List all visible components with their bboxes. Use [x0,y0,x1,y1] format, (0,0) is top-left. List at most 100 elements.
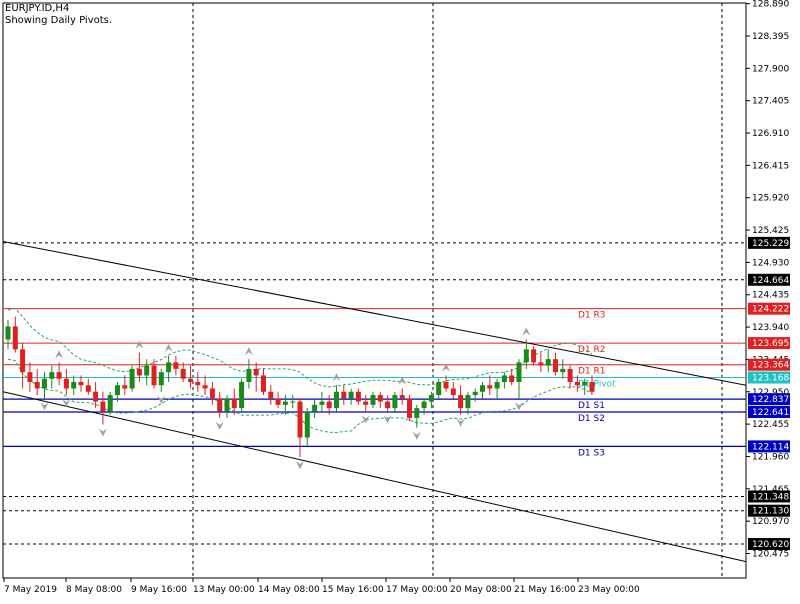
candle-body [297,401,303,438]
candle-body [100,401,106,412]
y-tick-label: 125.920 [752,194,789,204]
price-tag [748,337,790,350]
candle-body [20,349,26,373]
y-tick-label: 121.465 [752,485,789,495]
price-tag-label: 123.168 [752,374,789,384]
candle-body [166,362,172,373]
candle-body [202,385,208,389]
x-tick-label: 9 May 16:00 [131,585,187,595]
price-tag-label: 125.229 [752,239,789,249]
price-tags: 125.229 124.664 124.222 123.695 123.364 123.1… [748,236,790,551]
pivot-lines: D1 R3 D1 R2 D1 R1 D1 Pivot D1 S1 D1 S2 D1 S3 [3,308,746,458]
price-tag [748,273,790,286]
pivot-label: D1 S3 [578,448,605,458]
candle-body [334,391,339,409]
trend-line [2,241,747,386]
trend-line [2,391,747,563]
candle-body [56,372,62,379]
candle-body [63,378,69,389]
price-tag-label: 122.114 [752,442,789,452]
fractal-up-icon [55,350,64,359]
candle-body [136,368,142,376]
fractal-up-icon [522,327,531,336]
candle-body [188,378,193,382]
candle-body [224,398,230,412]
price-tag-label: 124.664 [752,276,789,286]
y-tick-label: 124.930 [752,258,789,268]
x-tick-label: 7 May 2019 [4,585,57,595]
pivot-label: D1 S1 [578,401,605,411]
candle-body [458,395,464,409]
envelope-upper [7,307,593,388]
pivot-label: D1 Pivot [578,380,616,390]
pivot-label: D1 R2 [578,345,606,355]
candle-body [341,391,347,399]
fractal-down-icon [40,402,49,411]
y-tick-label: 125.425 [752,226,789,236]
candle-body [246,368,252,382]
price-tag [748,393,790,406]
price-tag [748,371,790,384]
candle-body [231,398,237,409]
candle-body [5,326,11,340]
y-tick-label: 120.475 [752,549,789,559]
candle-body [268,391,274,399]
fractal-down-icon [157,395,166,404]
candle-body [209,388,215,399]
candle-body [377,395,383,402]
candle-body [363,401,369,405]
candle-body [27,372,33,382]
candle-body [538,362,544,366]
price-tag [748,440,790,453]
fractal-down-icon [412,431,421,440]
fractal-down-icon [62,399,71,408]
candle-body [290,401,296,403]
candle-body [589,381,595,392]
pivot-label: D1 R1 [578,367,606,377]
price-tag [748,490,790,503]
candle-body [545,359,551,366]
candle-body [370,395,376,405]
plot-frame [2,2,747,579]
candle-body [348,391,354,399]
candle-body [195,381,201,386]
fractal-up-icon [244,347,253,356]
y-tick-label: 128.890 [752,0,789,10]
price-tag-label: 123.364 [752,361,789,371]
candle-body [443,381,449,389]
candle-body [312,404,318,412]
y-tick-label: 127.900 [752,64,789,74]
candle-body [122,385,128,389]
price-tag-label: 121.348 [752,492,789,502]
candle-body [71,381,77,389]
candle-body [494,381,500,389]
candle-body [501,375,507,382]
y-tick-label: 122.950 [752,388,789,398]
candle-body [129,368,135,389]
x-tick-label: 17 May 00:00 [386,585,448,595]
pivot-label: D1 R3 [578,311,606,321]
fractal-down-icon [215,421,224,430]
fractals [40,327,531,470]
price-tag-label: 122.641 [752,408,789,418]
candle-body [574,381,580,386]
price-tag-label: 123.695 [752,339,789,349]
candle-body [180,368,186,379]
candle-body [523,349,529,363]
candle-body [465,395,471,409]
candle-body [516,362,522,382]
candle-body [326,401,332,409]
candle-body [385,401,391,409]
price-tag-label: 124.222 [752,305,789,315]
candle-body [560,368,566,373]
candle-body [144,365,150,376]
price-tag-label: 120.620 [752,540,789,550]
candle-body [42,378,47,389]
candle-body [472,391,478,396]
fractal-down-icon [296,461,304,470]
candle-body [487,385,493,389]
x-tick-label: 14 May 08:00 [258,585,320,595]
candle-body [275,398,281,405]
candle-body [428,395,434,402]
chart-subtitle: Showing Daily Pivots. [5,15,113,26]
